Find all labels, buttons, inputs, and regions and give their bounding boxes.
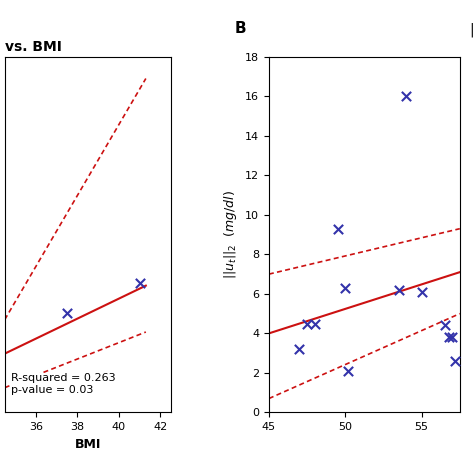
Point <box>136 279 144 286</box>
Point <box>418 288 425 296</box>
Point <box>448 334 456 341</box>
X-axis label: BMI: BMI <box>74 438 101 451</box>
Point <box>334 225 341 233</box>
Text: $||u_i$: $||u_i$ <box>469 21 474 39</box>
Point <box>451 357 459 365</box>
Text: vs. BMI: vs. BMI <box>5 40 62 55</box>
Point <box>395 286 402 294</box>
Point <box>296 346 303 353</box>
Point <box>402 92 410 100</box>
Point <box>311 319 319 327</box>
Point <box>345 367 352 374</box>
Point <box>441 322 448 329</box>
Point <box>303 319 311 327</box>
Point <box>445 334 453 341</box>
Point <box>341 284 349 292</box>
Text: B: B <box>235 21 246 36</box>
Point <box>63 310 71 317</box>
Y-axis label: $||u_t||_2$  $(mg/dl)$: $||u_t||_2$ $(mg/dl)$ <box>222 190 239 279</box>
Text: R-squared = 0.263
p-value = 0.03: R-squared = 0.263 p-value = 0.03 <box>11 373 116 394</box>
